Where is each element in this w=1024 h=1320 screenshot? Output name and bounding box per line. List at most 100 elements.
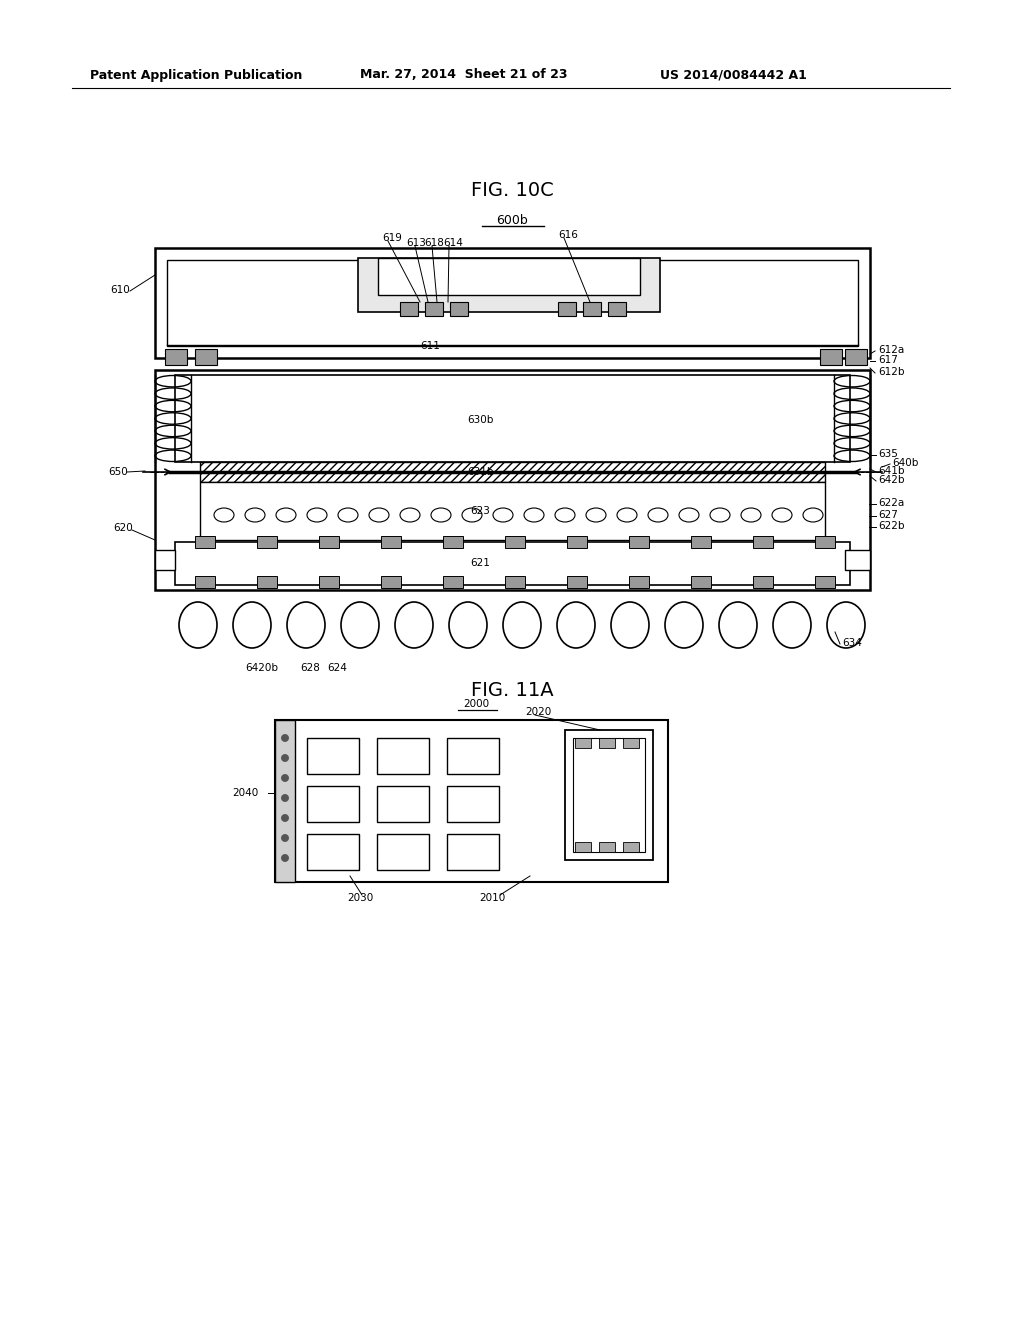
Text: 2010: 2010 (479, 894, 505, 903)
Ellipse shape (282, 854, 289, 862)
Bar (381, 576, 401, 587)
Ellipse shape (179, 602, 217, 648)
Ellipse shape (493, 508, 513, 521)
Bar (575, 842, 591, 851)
Ellipse shape (282, 775, 289, 781)
Bar (165, 348, 187, 366)
Ellipse shape (710, 508, 730, 521)
Ellipse shape (233, 602, 271, 648)
Text: 611: 611 (420, 341, 440, 351)
Ellipse shape (282, 834, 289, 842)
Bar (443, 576, 463, 587)
Bar (505, 576, 525, 587)
Bar (381, 536, 401, 548)
Bar (691, 576, 711, 587)
Text: 6420b: 6420b (245, 663, 278, 673)
Bar (573, 738, 645, 851)
Text: 623: 623 (470, 506, 489, 516)
Bar (845, 550, 870, 570)
Text: 634: 634 (842, 638, 862, 648)
Bar (307, 834, 359, 870)
Ellipse shape (557, 602, 595, 648)
Bar (583, 302, 601, 315)
Bar (425, 302, 443, 315)
Ellipse shape (503, 602, 541, 648)
Ellipse shape (307, 508, 327, 521)
Ellipse shape (741, 508, 761, 521)
Text: 621: 621 (470, 558, 489, 568)
Bar (377, 738, 429, 774)
Text: 631b: 631b (467, 467, 494, 477)
Bar (567, 576, 587, 587)
Ellipse shape (827, 602, 865, 648)
Bar (307, 785, 359, 822)
Bar (558, 302, 575, 315)
Ellipse shape (773, 602, 811, 648)
Ellipse shape (395, 602, 433, 648)
Bar (623, 738, 639, 748)
Bar (447, 785, 499, 822)
Bar (608, 302, 626, 315)
Bar (377, 834, 429, 870)
Bar (691, 536, 711, 548)
Ellipse shape (400, 508, 420, 521)
Text: Patent Application Publication: Patent Application Publication (90, 69, 302, 82)
Text: 2000: 2000 (463, 700, 489, 709)
Text: 635: 635 (878, 449, 898, 459)
Bar (505, 536, 525, 548)
Text: 612a: 612a (878, 345, 904, 355)
Ellipse shape (282, 795, 289, 801)
Bar (257, 576, 278, 587)
Bar (319, 536, 339, 548)
Text: 630b: 630b (467, 414, 494, 425)
Text: 622a: 622a (878, 498, 904, 508)
Bar (567, 536, 587, 548)
Text: 617: 617 (878, 355, 898, 366)
Bar (200, 482, 825, 540)
Text: Mar. 27, 2014  Sheet 21 of 23: Mar. 27, 2014 Sheet 21 of 23 (360, 69, 567, 82)
Bar (257, 536, 278, 548)
Ellipse shape (214, 508, 234, 521)
Text: 2030: 2030 (347, 894, 373, 903)
Bar (447, 738, 499, 774)
Bar (175, 543, 850, 585)
Bar (377, 785, 429, 822)
Ellipse shape (524, 508, 544, 521)
Text: 613: 613 (406, 238, 426, 248)
Bar (167, 260, 858, 346)
Ellipse shape (341, 602, 379, 648)
Text: 614: 614 (443, 238, 463, 248)
Bar (200, 462, 825, 482)
Bar (629, 536, 649, 548)
Ellipse shape (611, 602, 649, 648)
Ellipse shape (449, 602, 487, 648)
Bar (820, 348, 842, 366)
Ellipse shape (617, 508, 637, 521)
Ellipse shape (719, 602, 757, 648)
Text: 616: 616 (558, 230, 578, 240)
Bar (753, 536, 773, 548)
Text: 642b: 642b (878, 475, 904, 484)
Ellipse shape (462, 508, 482, 521)
Text: 641b: 641b (878, 466, 904, 477)
Bar (599, 738, 615, 748)
Ellipse shape (648, 508, 668, 521)
Ellipse shape (772, 508, 792, 521)
Text: 618: 618 (424, 238, 443, 248)
Bar (815, 536, 835, 548)
Bar (275, 719, 295, 882)
Ellipse shape (338, 508, 358, 521)
Text: 627: 627 (878, 510, 898, 520)
Text: 612b: 612b (878, 367, 904, 378)
Ellipse shape (665, 602, 703, 648)
Bar (629, 576, 649, 587)
Bar (307, 738, 359, 774)
Bar (815, 576, 835, 587)
Bar (195, 536, 215, 548)
Bar (753, 576, 773, 587)
Ellipse shape (431, 508, 451, 521)
Bar (447, 834, 499, 870)
Bar (155, 370, 870, 590)
Text: FIG. 11A: FIG. 11A (471, 681, 553, 700)
Bar (155, 550, 175, 570)
